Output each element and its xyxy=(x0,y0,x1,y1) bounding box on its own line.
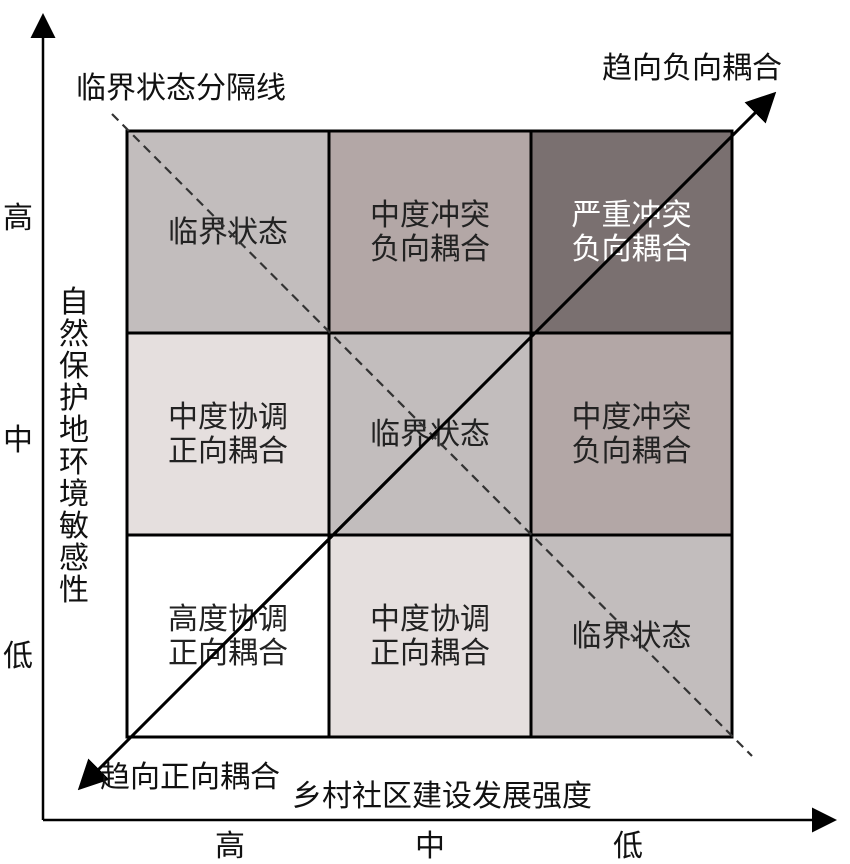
matrix-grid xyxy=(125,129,734,739)
y-tick-2: 中 xyxy=(3,423,33,458)
y-tick-3: 低 xyxy=(3,639,33,674)
cell-r1-c3-text: 严重冲突 xyxy=(572,198,692,233)
y-axis-label-text: 自然保护地环境敏感性 xyxy=(59,285,89,608)
cell-r2-c1-text: 正向耦合 xyxy=(168,434,288,469)
cell-r2-c1-text: 中度协调 xyxy=(168,400,288,435)
matrix-cells: 临界状态中度冲突负向耦合严重冲突负向耦合中度协调正向耦合临界状态中度冲突负向耦合… xyxy=(127,131,732,737)
x-tick-1: 高 xyxy=(215,829,245,864)
cell-r2-c1 xyxy=(127,333,329,535)
positive-trend-arrow xyxy=(77,466,402,791)
y-tick-1: 高 xyxy=(3,201,33,236)
cell-r2-c3-text: 负向耦合 xyxy=(572,434,692,469)
cell-r1-c3 xyxy=(531,131,732,333)
cell-r3-c2 xyxy=(329,535,531,737)
cell-r1-c1-text: 临界状态 xyxy=(168,215,288,250)
x-tick-3: 低 xyxy=(613,829,643,864)
cell-r1-c2-text: 中度冲突 xyxy=(370,198,490,233)
negative-trend-label: 趋向负向耦合 xyxy=(602,51,782,86)
positive-trend-label: 趋向正向耦合 xyxy=(100,760,280,795)
cell-r3-c2-text: 中度协调 xyxy=(370,602,490,637)
cell-r2-c3 xyxy=(531,333,732,535)
x-tick-2: 中 xyxy=(415,829,445,864)
cell-r1-c2-text: 负向耦合 xyxy=(370,232,490,267)
matrix-border xyxy=(125,129,734,739)
x-axis-ticks: 高中低 xyxy=(215,829,643,864)
y-axis-ticks: 高中低 xyxy=(3,201,33,674)
separator-line-label: 临界状态分隔线 xyxy=(76,71,286,106)
cell-r3-c1-text: 高度协调 xyxy=(168,602,288,637)
cell-r2-c3-text: 中度冲突 xyxy=(572,400,692,435)
cell-r3-c2-text: 正向耦合 xyxy=(370,636,490,671)
cell-r1-c2 xyxy=(329,131,531,333)
x-axis-label: 乡村社区建设发展强度 xyxy=(292,779,592,814)
cell-r3-c1 xyxy=(127,535,329,737)
y-axis-label: 自然保护地环境敏感性 xyxy=(59,285,89,608)
